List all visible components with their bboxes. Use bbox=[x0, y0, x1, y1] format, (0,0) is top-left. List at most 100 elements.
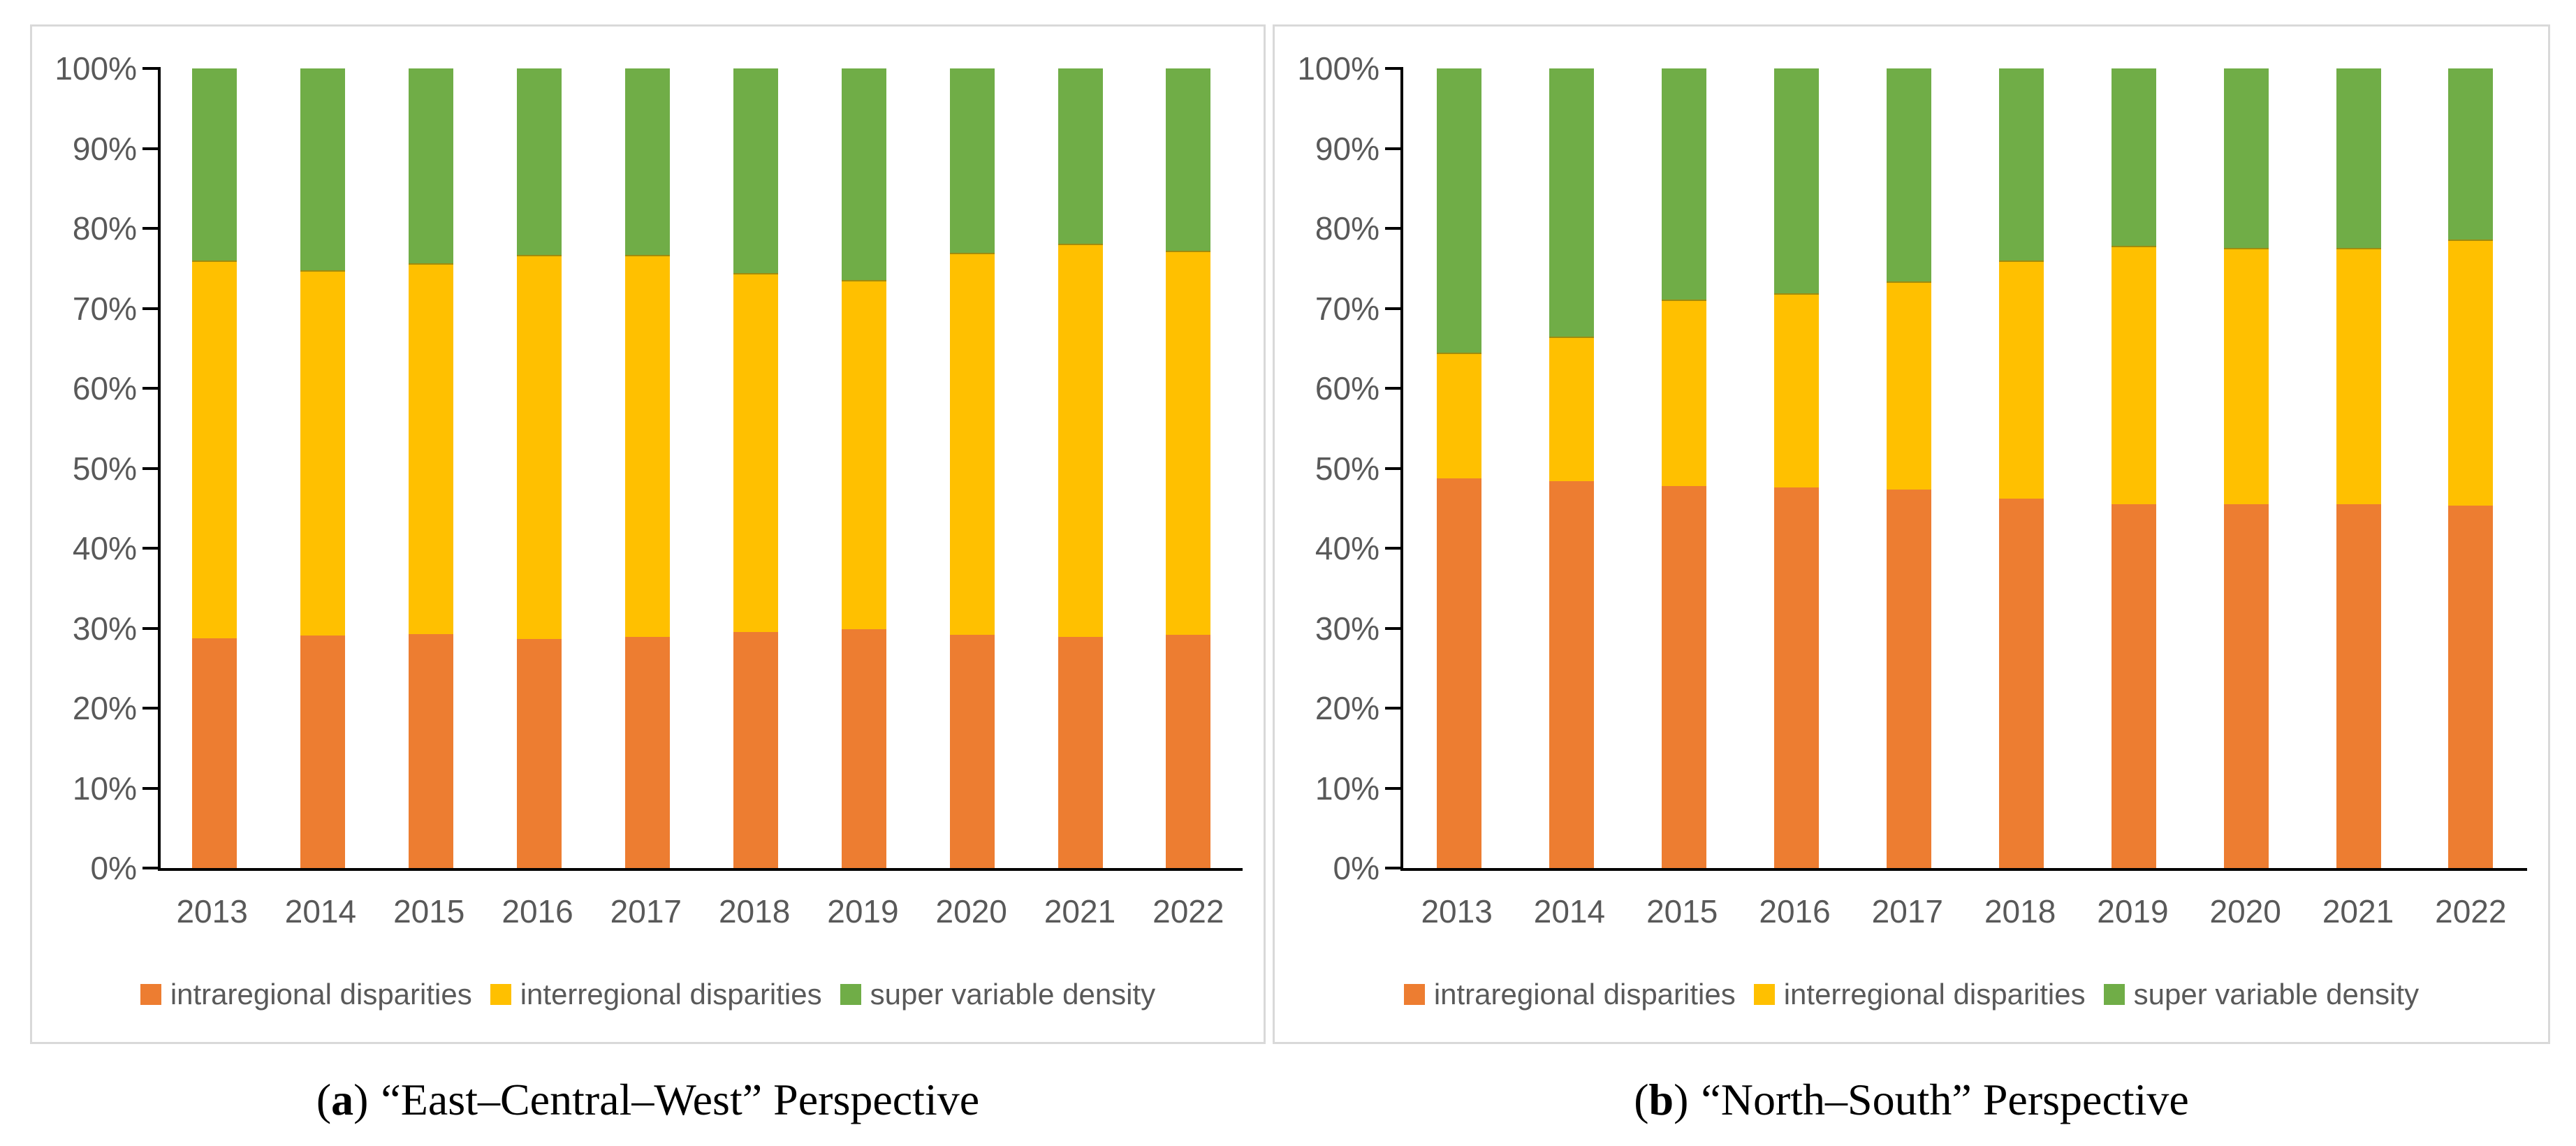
bar-segment-super-variable-density bbox=[192, 68, 237, 261]
caption-open-paren: ( bbox=[316, 1075, 332, 1124]
stacked-bar-2017 bbox=[1887, 68, 1931, 868]
stacked-bar-2019 bbox=[2111, 68, 2156, 868]
stacked-bar-2020 bbox=[2223, 68, 2269, 868]
y-axis-tick bbox=[1385, 707, 1403, 710]
bar-segment-interregional bbox=[625, 255, 670, 637]
bar-segment-super-variable-density bbox=[517, 68, 562, 256]
legend-swatch-icon bbox=[140, 984, 161, 1005]
bar-segment-super-variable-density bbox=[1549, 68, 1595, 337]
y-axis-tick bbox=[1385, 786, 1403, 790]
bar-segment-interregional bbox=[1166, 250, 1211, 636]
bar-segment-intraregional bbox=[1998, 498, 2044, 869]
stacked-bar-2022 bbox=[1166, 68, 1211, 868]
x-axis-label: 2021 bbox=[1044, 893, 1116, 930]
x-axis-label: 2015 bbox=[1646, 893, 1718, 930]
y-axis-tick bbox=[1385, 867, 1403, 869]
y-axis-tick bbox=[142, 387, 161, 390]
legend-item-interregional: interregional disparities bbox=[490, 978, 822, 1011]
y-axis-tick-label: 20% bbox=[1315, 690, 1380, 726]
bar-segment-interregional bbox=[2448, 239, 2494, 506]
bar-segment-intraregional bbox=[1662, 485, 1707, 868]
y-axis-tick-label: 100% bbox=[1297, 50, 1380, 87]
y-axis-tick bbox=[1385, 626, 1403, 630]
x-axis-label: 2022 bbox=[2435, 893, 2507, 930]
y-axis-tick bbox=[1385, 67, 1403, 70]
caption-letter: a bbox=[331, 1075, 354, 1124]
bar-segment-super-variable-density bbox=[625, 68, 670, 256]
bar-segment-super-variable-density bbox=[1887, 68, 1931, 282]
legend-item-interregional: interregional disparities bbox=[1753, 978, 2086, 1011]
x-axis-label: 2016 bbox=[1759, 893, 1831, 930]
bar-segment-intraregional bbox=[733, 631, 778, 869]
bar-segment-interregional bbox=[1887, 281, 1931, 490]
x-axis-label: 2013 bbox=[1421, 893, 1493, 930]
bar-segment-intraregional bbox=[841, 629, 886, 868]
bar-segment-interregional bbox=[1998, 260, 2044, 499]
x-axis-labels: 2013 2014 2015 2016 2017 2018 2019 2020 2021 2022 bbox=[1400, 892, 2527, 930]
legend: intraregional disparities interregional d… bbox=[1282, 978, 2541, 1011]
stacked-bar-2022 bbox=[2448, 68, 2494, 868]
bar-segment-interregional bbox=[517, 255, 562, 639]
y-axis-tick bbox=[142, 307, 161, 310]
x-axis-label: 2017 bbox=[1871, 893, 1943, 930]
legend-label: super variable density bbox=[2133, 978, 2420, 1011]
stacked-bar-2017 bbox=[625, 68, 670, 868]
y-axis-tick-label: 50% bbox=[1315, 450, 1380, 487]
legend-label: interregional disparities bbox=[1783, 978, 2086, 1011]
y-axis-tick bbox=[142, 626, 161, 630]
legend-label: super variable density bbox=[870, 978, 1156, 1011]
x-axis-label: 2019 bbox=[2097, 893, 2169, 930]
bar-segment-interregional bbox=[2336, 248, 2381, 504]
stacked-bar-2014 bbox=[300, 68, 346, 868]
caption-text: “North–South” Perspective bbox=[1701, 1075, 2189, 1124]
y-axis-tick-label: 80% bbox=[1315, 210, 1380, 247]
legend-item-super-variable-density: super variable density bbox=[2103, 978, 2420, 1011]
x-axis-label: 2020 bbox=[935, 893, 1007, 930]
bar-segment-super-variable-density bbox=[2111, 68, 2156, 246]
bar-segment-intraregional bbox=[2336, 504, 2381, 868]
stacked-bar-2013 bbox=[1437, 68, 1482, 868]
legend-swatch-icon bbox=[840, 984, 861, 1005]
x-axis-label: 2013 bbox=[176, 893, 248, 930]
stacked-bar-2015 bbox=[1662, 68, 1707, 868]
bar-segment-super-variable-density bbox=[409, 68, 454, 263]
bar-segment-super-variable-density bbox=[1998, 68, 2044, 261]
bar-segment-interregional bbox=[2223, 248, 2269, 504]
y-axis-tick bbox=[142, 786, 161, 790]
y-axis-tick-label: 60% bbox=[72, 370, 137, 406]
bar-segment-intraregional bbox=[517, 638, 562, 868]
x-axis-label: 2018 bbox=[1984, 893, 2056, 930]
bar-segment-intraregional bbox=[1887, 490, 1931, 868]
bar-segment-intraregional bbox=[300, 636, 346, 868]
stacked-bar-2016 bbox=[517, 68, 562, 868]
legend-swatch-icon bbox=[1753, 984, 1775, 1005]
plot-area: 100% 90% 80% 70% 60% 50% 40% 30% 20% 10% 0% bbox=[54, 50, 1243, 886]
y-axis-tick-label: 10% bbox=[1315, 770, 1380, 807]
x-axis-label: 2015 bbox=[393, 893, 465, 930]
y-axis-tick bbox=[142, 867, 161, 869]
y-axis-tick-label: 90% bbox=[72, 130, 137, 167]
bar-segment-intraregional bbox=[1166, 635, 1211, 868]
stacked-bar-2015 bbox=[409, 68, 454, 868]
chart-panel-north-south: 100% 90% 80% 70% 60% 50% 40% 30% 20% 10% 0% 2013 20… bbox=[1273, 24, 2550, 1044]
bar-segment-intraregional bbox=[1437, 478, 1482, 868]
y-axis-tick-label: 70% bbox=[72, 290, 137, 327]
bar-segment-interregional bbox=[733, 272, 778, 632]
bar-segment-interregional bbox=[409, 263, 454, 635]
y-axis-tick bbox=[142, 67, 161, 70]
y-axis-tick bbox=[1385, 307, 1403, 310]
bar-segment-super-variable-density bbox=[1058, 68, 1103, 244]
stacked-bar-2018 bbox=[733, 68, 778, 869]
bar-segment-interregional bbox=[1662, 300, 1707, 486]
y-axis-tick bbox=[1385, 467, 1403, 470]
bar-segment-super-variable-density bbox=[1662, 68, 1707, 300]
bar-segment-intraregional bbox=[1058, 636, 1103, 868]
bar-segment-super-variable-density bbox=[2448, 68, 2494, 240]
y-axis-tick-label: 80% bbox=[72, 210, 137, 247]
bar-segment-interregional bbox=[841, 279, 886, 630]
y-axis-tick-label: 90% bbox=[1315, 130, 1380, 167]
bar-segment-interregional bbox=[1774, 293, 1820, 487]
bar-segment-intraregional bbox=[2111, 504, 2156, 868]
bar-segment-intraregional bbox=[949, 635, 995, 868]
bar-segment-intraregional bbox=[1549, 480, 1595, 868]
